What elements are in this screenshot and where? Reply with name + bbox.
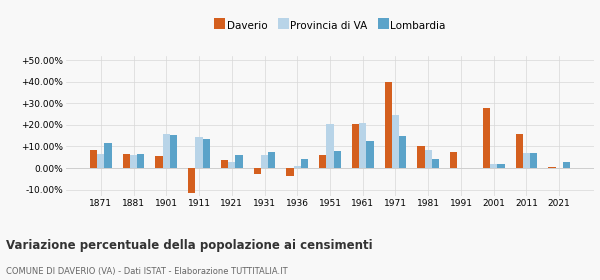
Bar [515,134,523,168]
Bar [319,155,326,168]
Bar [450,152,457,168]
Bar [483,108,490,168]
Bar [432,159,439,168]
Bar [188,168,196,193]
Bar [293,166,301,168]
Bar [203,139,210,168]
Bar [137,154,145,168]
Text: Variazione percentuale della popolazione ai censimenti: Variazione percentuale della popolazione… [6,239,373,252]
Bar [418,146,425,168]
Bar [163,134,170,168]
Bar [563,162,570,168]
Bar [334,151,341,168]
Bar [97,154,104,168]
Bar [367,141,374,168]
Bar [530,153,537,168]
Bar [228,162,235,168]
Bar [104,143,112,168]
Bar [385,82,392,168]
Bar [155,156,163,168]
Bar [196,137,203,168]
Bar [123,154,130,168]
Bar [286,168,293,176]
Bar [548,167,556,168]
Bar [301,159,308,168]
Bar [425,150,432,168]
Text: COMUNE DI DAVERIO (VA) - Dati ISTAT - Elaborazione TUTTITALIA.IT: COMUNE DI DAVERIO (VA) - Dati ISTAT - El… [6,267,287,276]
Bar [497,164,505,168]
Bar [523,153,530,168]
Bar [326,124,334,168]
Bar [254,168,261,174]
Bar [352,124,359,168]
Legend: Daverio, Provincia di VA, Lombardia: Daverio, Provincia di VA, Lombardia [210,17,450,35]
Bar [359,123,367,168]
Bar [490,164,497,168]
Bar [268,152,275,168]
Bar [221,160,228,168]
Bar [392,115,399,168]
Bar [170,135,177,168]
Bar [261,155,268,168]
Bar [399,136,406,168]
Bar [90,150,97,168]
Bar [130,155,137,168]
Bar [235,155,242,168]
